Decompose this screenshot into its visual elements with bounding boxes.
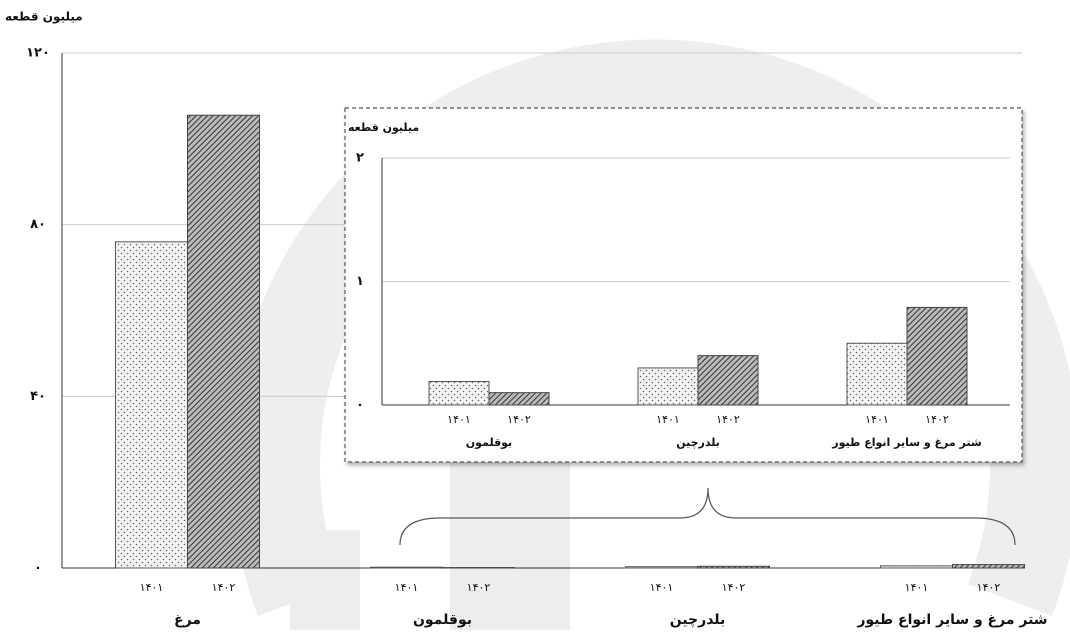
series-label: ۱۴۰۱ (905, 581, 929, 594)
x-tick-label: بلدرچین (670, 612, 726, 628)
bar (846, 342, 908, 406)
series-label: ۱۴۰۱ (447, 413, 471, 426)
series-label: ۱۴۰۱ (656, 413, 680, 426)
y-tick-label: ۰ (34, 561, 42, 576)
brace (399, 487, 1016, 546)
y-axis-label: میلیون قطعه (5, 10, 83, 25)
bar (906, 306, 968, 406)
bar (488, 392, 550, 406)
series-label: ۱۴۰۱ (395, 581, 419, 594)
bar (637, 367, 699, 406)
bar (880, 565, 953, 569)
bar (115, 241, 188, 569)
bar (625, 566, 698, 569)
bar (428, 381, 490, 406)
x-tick-label: مرغ (174, 612, 201, 628)
y-tick-label: ۴۰ (30, 389, 46, 404)
bar (697, 565, 770, 569)
series-label: ۱۴۰۲ (212, 581, 236, 594)
inset-frame (344, 107, 1023, 463)
bar (370, 566, 443, 569)
series-label: ۱۴۰۲ (507, 413, 531, 426)
series-label: ۱۴۰۱ (140, 581, 164, 594)
x-tick-label: شتر مرغ و سایر انواع طیور (856, 612, 1047, 628)
series-label: ۱۴۰۱ (865, 413, 889, 426)
series-label: ۱۴۰۱ (650, 581, 674, 594)
x-tick-label: بوقلمون (413, 612, 472, 628)
y-axis-label: میلیون قطعه (348, 121, 419, 134)
inset-chart: میلیون قطعه ۰ ۱ ۲ بوقلمون ۱۴۰۱ ۱۴۰۲ بلدرچین ۱۴۰۱… (348, 121, 1010, 449)
x-tick-label: شتر مرغ و سایر انواع طیور (831, 436, 981, 449)
y-tick-label: ۱۲۰ (26, 46, 50, 61)
series-label: ۱۴۰۲ (722, 581, 746, 594)
x-tick-label: بوقلمون (466, 436, 512, 449)
x-tick-label: بلدرچین (676, 436, 720, 449)
y-tick-label: ۱ (356, 274, 364, 289)
bar (697, 355, 759, 406)
series-label: ۱۴۰۲ (467, 581, 491, 594)
y-tick-label: ۰ (356, 398, 364, 413)
series-label: ۱۴۰۲ (925, 413, 949, 426)
series-label: ۱۴۰۲ (977, 581, 1001, 594)
y-tick-label: ۲ (356, 151, 364, 166)
series-label: ۱۴۰۲ (716, 413, 740, 426)
y-tick-label: ۸۰ (30, 217, 46, 232)
bar (187, 114, 260, 569)
bar (952, 564, 1025, 569)
